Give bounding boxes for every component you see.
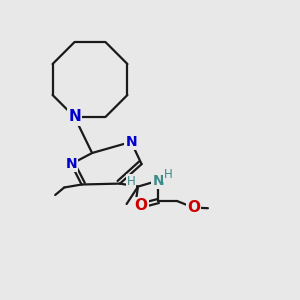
Text: N: N xyxy=(153,174,164,188)
Text: N: N xyxy=(68,110,81,124)
Text: H: H xyxy=(164,168,172,181)
Text: N: N xyxy=(125,135,137,149)
Text: O: O xyxy=(134,198,148,213)
Text: O: O xyxy=(187,200,200,215)
Text: N: N xyxy=(65,157,77,171)
Text: H: H xyxy=(127,175,136,188)
